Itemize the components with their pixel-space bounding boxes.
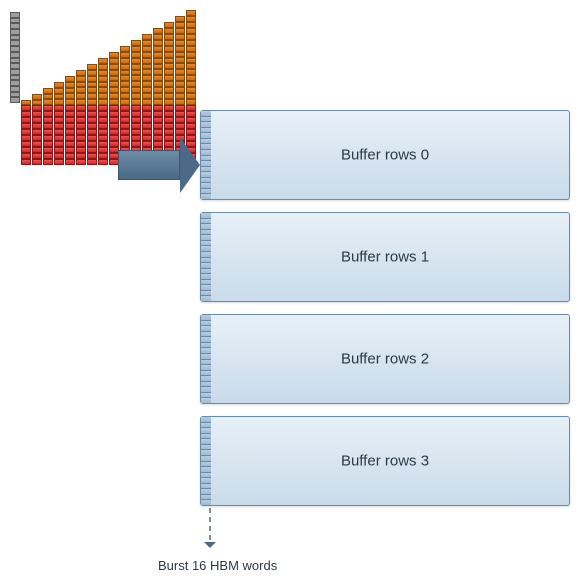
footer-label: Burst 16 HBM words [158, 558, 277, 573]
buffer-label: Buffer rows 1 [201, 249, 569, 266]
buffer-label: Buffer rows 3 [201, 453, 569, 470]
buffer-label: Buffer rows 0 [201, 147, 569, 164]
diagram-canvas: Buffer rows 0 Buffer rows 1 Buffer rows 2 B… [0, 0, 588, 584]
buffer-row: Buffer rows 3 [200, 416, 570, 506]
buffer-label: Buffer rows 2 [201, 351, 569, 368]
buffer-row: Buffer rows 2 [200, 314, 570, 404]
buffer-row: Buffer rows 1 [200, 212, 570, 302]
flow-arrow-head [180, 137, 200, 193]
buffer-row: Buffer rows 0 [200, 110, 570, 200]
